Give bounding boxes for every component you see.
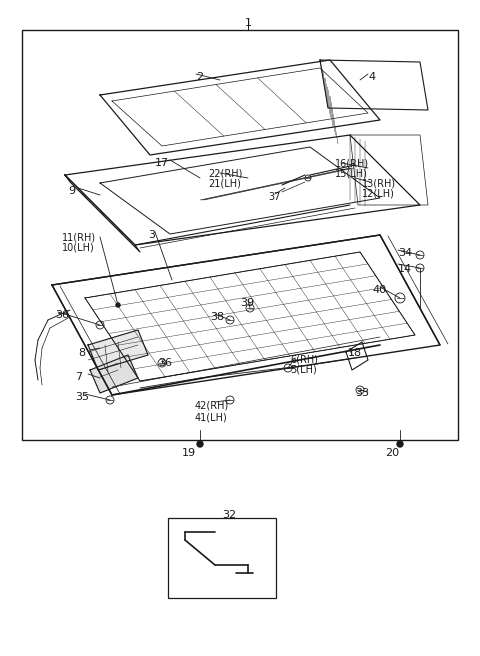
Text: 13(RH): 13(RH): [362, 178, 396, 188]
Text: 36: 36: [158, 358, 172, 368]
Circle shape: [397, 441, 403, 447]
Text: 9: 9: [68, 186, 75, 196]
Text: 39: 39: [240, 298, 254, 308]
Text: 2: 2: [196, 72, 203, 82]
Text: 16(RH): 16(RH): [335, 158, 369, 168]
Text: 5(LH): 5(LH): [290, 365, 317, 375]
Text: 38: 38: [210, 312, 224, 322]
Text: 3: 3: [148, 230, 155, 240]
Text: 7: 7: [75, 372, 82, 382]
Polygon shape: [88, 330, 148, 370]
Text: 34: 34: [398, 248, 412, 258]
Text: 15(LH): 15(LH): [335, 168, 368, 178]
Text: 1: 1: [244, 18, 252, 28]
Text: 42(RH): 42(RH): [195, 400, 229, 410]
Text: 37: 37: [268, 192, 280, 202]
Text: 19: 19: [182, 448, 196, 458]
Text: 20: 20: [385, 448, 399, 458]
Circle shape: [116, 303, 120, 307]
Text: 4: 4: [368, 72, 375, 82]
Text: 40: 40: [372, 285, 386, 295]
Circle shape: [197, 441, 203, 447]
Text: 35: 35: [75, 392, 89, 402]
Bar: [168, 518, 276, 598]
Text: 10(LH): 10(LH): [62, 242, 95, 252]
Text: 14: 14: [398, 264, 412, 274]
Polygon shape: [90, 355, 138, 393]
Text: 8: 8: [78, 348, 85, 358]
Bar: [22, 30, 458, 440]
Text: 21(LH): 21(LH): [208, 178, 241, 188]
Text: 22(RH): 22(RH): [208, 168, 242, 178]
Text: 17: 17: [155, 158, 169, 168]
Text: 11(RH): 11(RH): [62, 232, 96, 242]
Text: 18: 18: [348, 348, 362, 358]
Text: 33: 33: [355, 388, 369, 398]
Text: 32: 32: [222, 510, 236, 520]
Text: 41(LH): 41(LH): [195, 412, 228, 422]
Text: 12(LH): 12(LH): [362, 188, 395, 198]
Text: 36: 36: [55, 310, 69, 320]
Text: 6(RH): 6(RH): [290, 355, 318, 365]
